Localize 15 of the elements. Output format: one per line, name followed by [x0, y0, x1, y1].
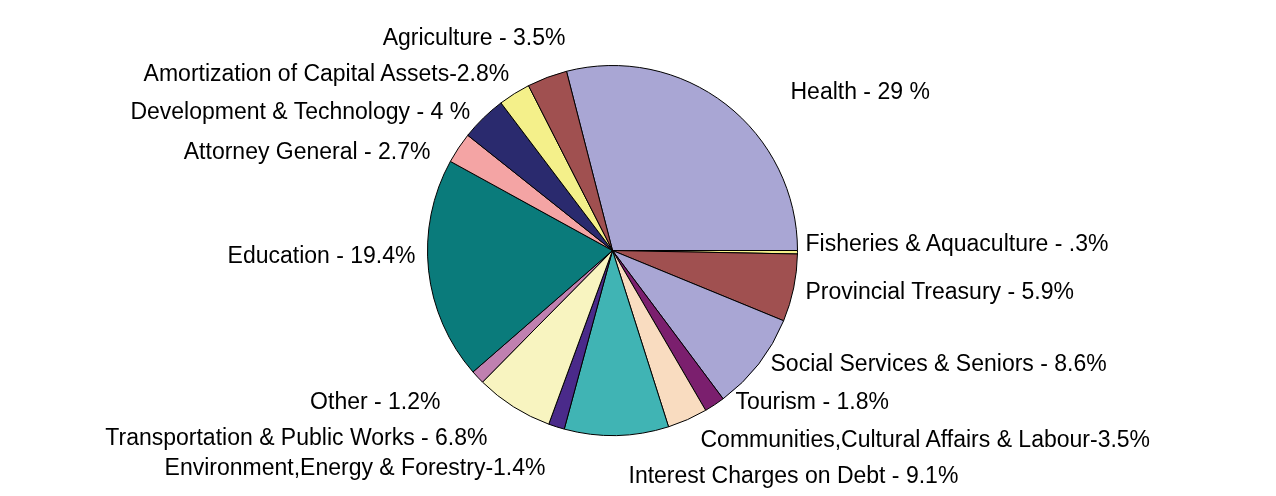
slice-label: Fisheries & Aquaculture - .3% — [805, 229, 1109, 256]
slice-label: Education - 19.4% — [227, 241, 416, 268]
slice-label: Attorney General - 2.7% — [183, 137, 431, 164]
slice-label: Communities,Cultural Affairs & Labour-3.5% — [700, 425, 1151, 452]
slice-label: Provincial Treasury - 5.9% — [805, 277, 1074, 304]
slice-label: Environment,Energy & Forestry-1.4% — [164, 453, 546, 480]
slice-label: Development & Technology - 4 % — [130, 97, 471, 124]
slice-label: Interest Charges on Debt - 9.1% — [628, 461, 959, 488]
slice-label: Amortization of Capital Assets-2.8% — [143, 59, 510, 86]
slice-label: Social Services & Seniors - 8.6% — [770, 349, 1107, 376]
slice-label: Health - 29 % — [790, 77, 930, 104]
slice-label: Other - 1.2% — [310, 387, 441, 414]
slice-label: Transportation & Public Works - 6.8% — [105, 423, 488, 450]
slice-label: Agriculture - 3.5% — [382, 23, 566, 50]
slice-label: Tourism - 1.8% — [735, 387, 889, 414]
